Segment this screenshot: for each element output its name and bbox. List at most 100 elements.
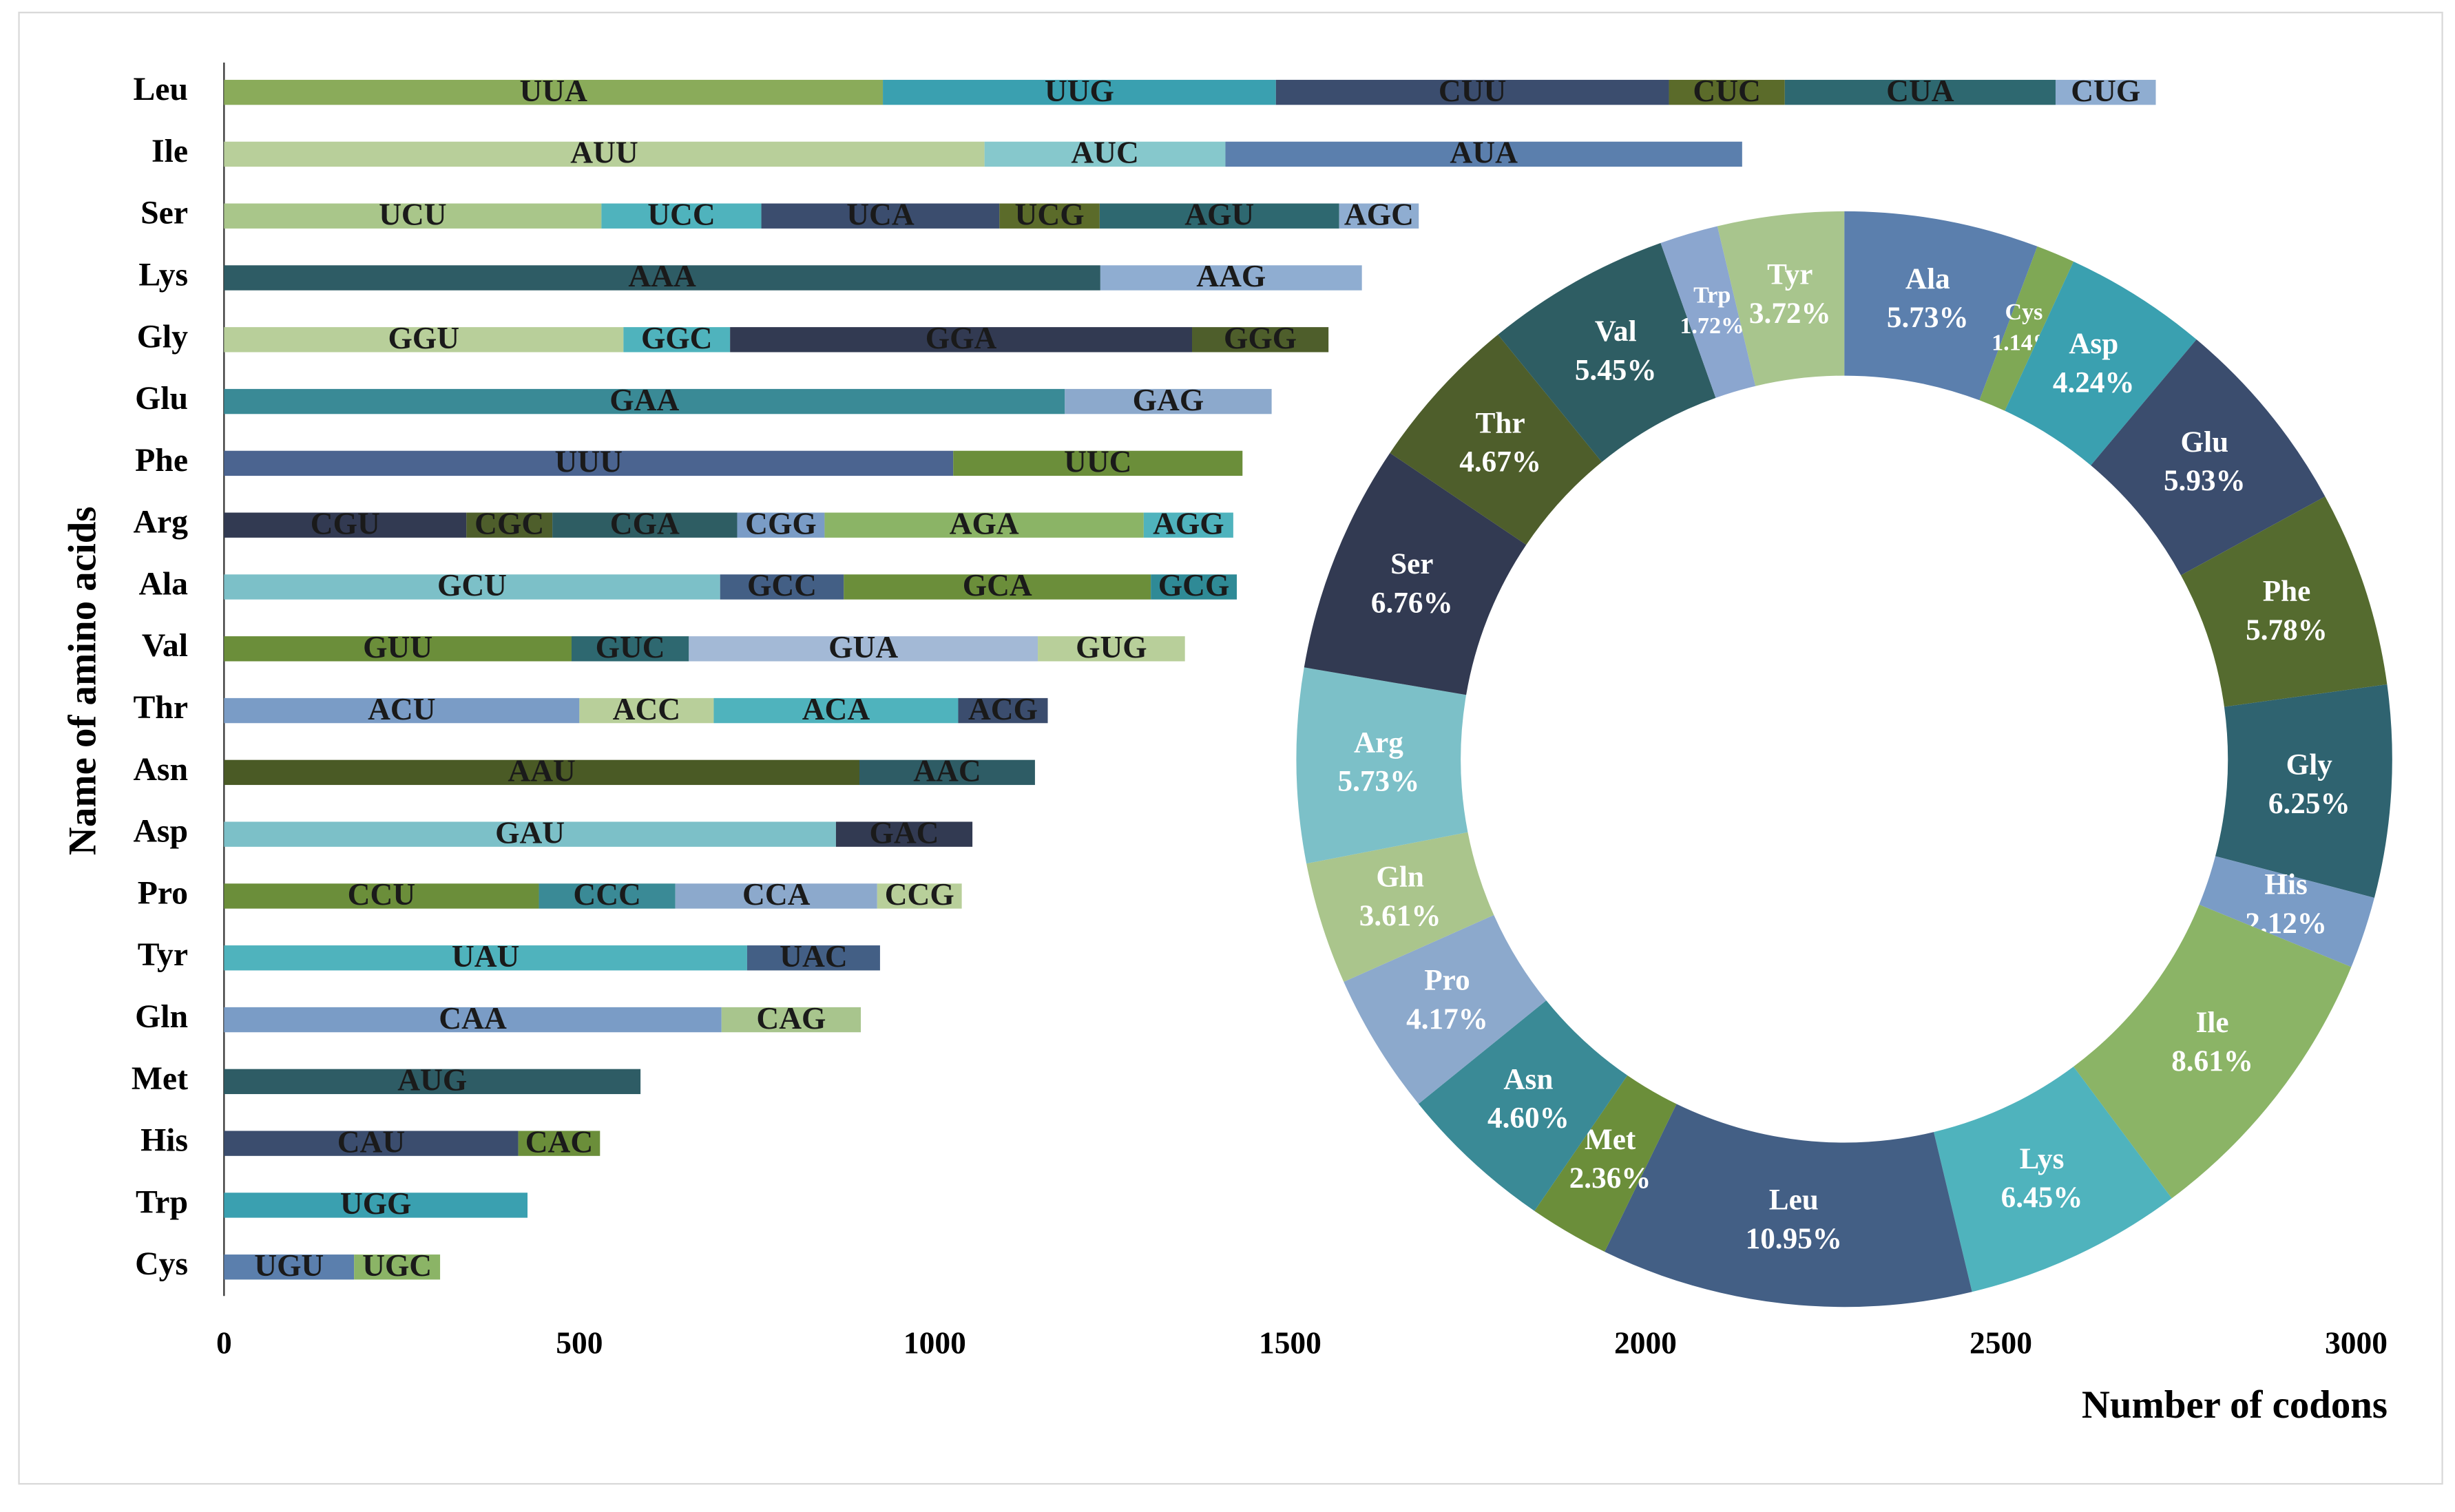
segment-label: CUC (1693, 73, 1760, 108)
slice-value-label: 4.67% (1459, 446, 1541, 479)
y-axis-title: Name of amino acids (61, 507, 104, 856)
slice-label: Gln (1376, 861, 1424, 894)
bar-segment (572, 636, 689, 662)
segment-label: AUC (1071, 135, 1138, 170)
slice-label: Thr (1476, 407, 1525, 439)
donut-slice (1390, 335, 1602, 545)
donut-slice (1296, 667, 1468, 864)
bar-segment (883, 79, 1276, 105)
segment-label: UUU (555, 444, 623, 479)
segment-label: AAU (508, 753, 575, 788)
slice-label: Phe (2263, 576, 2311, 608)
slice-value-label: 4.17% (1406, 1003, 1488, 1036)
y-tick-label: Thr (133, 689, 188, 726)
bar-segment (1784, 79, 2056, 105)
bar-segment (224, 79, 884, 105)
segment-label: CGA (610, 505, 680, 540)
x-tick-label: 1000 (903, 1325, 966, 1360)
segment-label: AAA (628, 258, 696, 293)
bar-segment (958, 697, 1048, 724)
bar-segment (224, 1007, 722, 1033)
bar-segment (224, 1254, 355, 1280)
bar-segment (224, 203, 602, 229)
segment-label: GAG (1133, 382, 1204, 417)
y-tick-label: Met (132, 1060, 188, 1097)
y-tick-label: Tyr (138, 936, 188, 973)
y-tick-label: Cys (135, 1246, 188, 1282)
segment-label: CGC (474, 505, 544, 540)
bar-segment (224, 450, 954, 476)
bar-segment (552, 512, 738, 538)
y-tick-label: Val (142, 627, 188, 664)
segment-label: CCC (573, 876, 640, 912)
y-tick-label: Phe (135, 442, 188, 479)
segment-label: AGA (950, 505, 1019, 540)
segment-label: GAC (870, 815, 939, 850)
donut-slice (2091, 339, 2326, 576)
bar-segment (730, 327, 1193, 353)
segment-label: UCA (846, 196, 915, 231)
bar-segment (720, 574, 844, 600)
donut-slice (1979, 246, 2074, 411)
bar-segment (224, 1131, 519, 1156)
slice-value-label: 5.78% (2246, 614, 2328, 647)
slice-value-label: 3.61% (1359, 900, 1441, 932)
donut-slice (2215, 684, 2392, 898)
bar-segment (601, 203, 762, 229)
segment-label: CUG (2071, 73, 2140, 108)
bar-segment (1275, 79, 1669, 105)
segment-label: GAU (495, 815, 565, 850)
bar-segment (579, 697, 714, 724)
segment-label: UUG (1045, 73, 1114, 108)
slice-label: Cys (2005, 300, 2043, 325)
donut-slice (2005, 261, 2197, 465)
segment-label: AUA (1450, 135, 1518, 170)
y-tick-label: Gly (137, 318, 188, 355)
segment-label: CGG (745, 505, 817, 540)
segment-label: GCA (963, 567, 1032, 602)
bar-segment (1225, 141, 1742, 167)
slice-value-label: 4.60% (1487, 1102, 1569, 1134)
slice-value-label: 1.72% (1680, 313, 1744, 339)
slice-label: Val (1595, 315, 1637, 348)
slice-value-label: 6.76% (1371, 587, 1453, 619)
segment-label: AGC (1344, 196, 1414, 231)
slice-value-label: 8.61% (2171, 1045, 2253, 1078)
x-tick-label: 500 (556, 1325, 603, 1360)
slice-label: Asn (1503, 1063, 1553, 1095)
segment-label: UGC (362, 1248, 432, 1283)
bar-segment (224, 327, 624, 353)
bar-segment (746, 945, 880, 971)
y-tick-label: Asn (133, 751, 188, 788)
bar-segment (354, 1254, 441, 1280)
bar-segment (1065, 388, 1272, 414)
segment-label: GGG (1224, 320, 1297, 355)
bar-segment (224, 265, 1100, 291)
segment-label: GCU (437, 567, 507, 602)
slice-label: Gly (2286, 749, 2333, 781)
bar-segment (689, 636, 1038, 662)
donut-slice (1344, 914, 1547, 1104)
donut-slice (1534, 1075, 1677, 1252)
slice-label: Arg (1354, 726, 1403, 759)
segment-label: CUA (1886, 73, 1954, 108)
bar-segment (224, 512, 467, 538)
segment-label: CAC (525, 1124, 593, 1159)
donut-slice (2199, 856, 2374, 967)
bar-segment (623, 327, 731, 353)
segment-label: UCC (647, 196, 715, 231)
bar-segment (877, 883, 962, 909)
bar-segment (224, 697, 580, 724)
x-tick-label: 1500 (1259, 1325, 1321, 1360)
segment-label: UAC (780, 938, 847, 974)
segment-label: GUG (1076, 629, 1147, 664)
bar-segment (1151, 574, 1237, 600)
x-tick-label: 2500 (1970, 1325, 2032, 1360)
bar-segment (835, 821, 973, 847)
bar-segment (224, 141, 985, 167)
x-axis-title: Number of codons (2082, 1383, 2388, 1427)
segment-label: UCG (1015, 196, 1085, 231)
segment-label: CCU (348, 876, 415, 912)
segment-label: GUU (363, 629, 432, 664)
